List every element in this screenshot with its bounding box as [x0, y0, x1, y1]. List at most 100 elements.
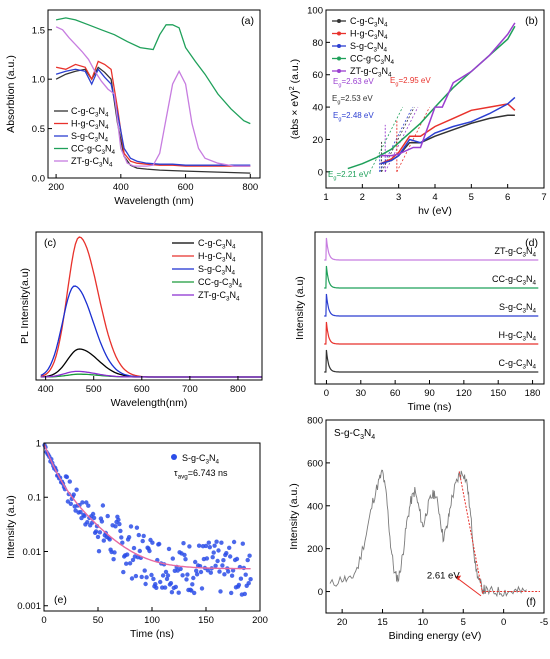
decay-point: [163, 569, 169, 575]
decay-point: [84, 500, 89, 505]
tau-avg-label: τavg=6.743 ns: [174, 468, 228, 481]
decay-point: [248, 577, 253, 582]
legend-entry-CC-g-C3N4: CC-g-C3N4: [198, 277, 243, 290]
decay-point: [127, 561, 133, 566]
bandgap-label: Eg=2.53 eV: [332, 94, 373, 105]
decay-point: [68, 501, 74, 506]
decay-point: [221, 558, 226, 563]
decay-point: [178, 566, 183, 572]
decay-point: [85, 520, 90, 525]
panel-f-ytick-label: 800: [307, 416, 323, 427]
panel-a-frame: [47, 9, 261, 179]
decay-point: [193, 559, 198, 565]
decay-point: [78, 509, 83, 515]
panel-b-ytick-label: 20: [312, 135, 323, 146]
panel-b-ytick-label: 60: [312, 70, 323, 81]
decay-point: [140, 538, 145, 544]
decay-point: [117, 521, 122, 527]
decay-point: [142, 568, 147, 573]
decay-point: [191, 575, 196, 581]
decay-point: [168, 581, 174, 586]
decay-point: [139, 574, 144, 580]
decay-point: [194, 572, 200, 577]
decay-point: [130, 557, 136, 563]
panel-c-xtick-label: 800: [230, 384, 246, 395]
label-H-g-C3N4: H-g-C3N4: [498, 330, 536, 343]
decay-point: [121, 569, 126, 575]
decay-point: [222, 572, 227, 577]
series-H-g-C3N4: [324, 321, 539, 345]
panel-b-xtick-label: 3: [396, 192, 401, 203]
panel-a-xtick-label: 800: [242, 182, 258, 193]
panel-c-xtick-label: 600: [134, 384, 150, 395]
decay-point: [176, 590, 181, 595]
decay-point: [199, 586, 205, 591]
label-CC-g-C3N4: CC-g-C3N4: [492, 274, 537, 287]
legend-marker: [337, 44, 341, 48]
decay-point: [141, 533, 146, 539]
decay-point: [137, 548, 142, 554]
legend-entry-H-g-C3N4: H-g-C3N4: [198, 251, 236, 264]
decay-point: [111, 557, 116, 562]
panel-a-xlabel: Wavelength (nm): [114, 195, 194, 207]
decay-point: [74, 487, 79, 492]
decay-point: [96, 549, 102, 554]
series-S-g-C3N4: [380, 96, 516, 165]
decay-point: [231, 539, 237, 545]
panel-c: 400 500 600 700 800 Wavelength(nm) PL Intensit…: [19, 231, 263, 409]
decay-point: [247, 553, 252, 558]
legend-entry-S-g-C3N4: S-g-C3N4: [182, 453, 220, 466]
decay-point: [214, 539, 219, 544]
decay-point: [228, 554, 233, 559]
decay-point: [86, 503, 91, 508]
decay-point: [128, 524, 134, 529]
label-S-g-C3N4: S-g-C3N4: [499, 302, 537, 315]
decay-point: [150, 540, 155, 545]
legend-entry-S-g-C3N4: S-g-C3N4: [71, 131, 109, 144]
decay-point: [230, 568, 236, 573]
panel-a-tag: (a): [241, 15, 254, 27]
legend-marker: [337, 56, 341, 61]
series-ZT-g-C3N4: [40, 370, 262, 378]
decay-point: [157, 541, 162, 547]
decay-point: [151, 576, 156, 582]
edge-fit-line: [458, 471, 484, 594]
series-ZT-g-C3N4: [324, 237, 539, 261]
decay-point: [238, 576, 244, 581]
label-C-g-C3N4: C-g-C3N4: [498, 358, 536, 371]
decay-point: [129, 576, 135, 581]
panel-b-xtick-label: 1: [323, 192, 328, 203]
panel-c-xlabel: Wavelength(nm): [111, 397, 188, 409]
panel-e-ytick-label: 0.01: [23, 547, 42, 558]
panel-e-ytick-label: 0.1: [28, 493, 41, 504]
panel-b-ylabel: (abs × eV)2 (a.u.): [287, 59, 301, 139]
panel-d-xtick-label: 90: [424, 388, 435, 399]
decay-point: [234, 556, 240, 562]
panel-f-xtick-label: 0: [501, 617, 506, 628]
decay-point: [118, 528, 123, 534]
decay-point: [240, 541, 245, 546]
series-CC-g-C3N4: [324, 265, 539, 289]
panel-a-ytick-label: 1.5: [32, 25, 45, 36]
decay-point: [100, 503, 106, 508]
decay-point: [165, 573, 171, 578]
decay-point: [134, 525, 140, 530]
decay-point: [217, 569, 222, 574]
series-ZT-g-C3N4: [380, 22, 516, 157]
legend-entry-C-g-C3N4: C-g-C3N4: [350, 16, 388, 29]
decay-point: [105, 513, 110, 519]
panel-e-ytick-label: 0.001: [17, 601, 41, 612]
legend-entry-H-g-C3N4: H-g-C3N4: [71, 119, 109, 132]
annotation-arrow: [454, 576, 482, 597]
panel-d-xtick-label: 60: [390, 388, 401, 399]
panel-d-xtick-label: 120: [456, 388, 472, 399]
decay-point: [229, 573, 235, 578]
decay-point: [143, 581, 148, 587]
panel-f-ylabel: Intensity (a.u.): [288, 483, 300, 550]
decay-point: [99, 519, 105, 524]
series-S-g-C3N4: [55, 68, 251, 166]
panel-b-ytick-label: 40: [312, 103, 323, 114]
decay-point: [187, 544, 192, 549]
legend-entry-ZT-g-C3N4: ZT-g-C3N4: [350, 66, 392, 79]
